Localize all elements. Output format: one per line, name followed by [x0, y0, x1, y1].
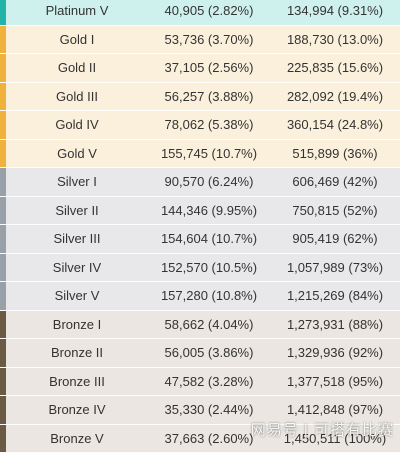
rank-name-cell: Bronze IV — [6, 402, 148, 417]
player-count-cell: 154,604 (10.7%) — [148, 231, 270, 246]
cumulative-count-cell: 1,450,511 (100%) — [270, 431, 400, 446]
cumulative-count-cell: 225,835 (15.6%) — [270, 60, 400, 75]
rank-name-cell: Gold V — [6, 146, 148, 161]
cumulative-count-cell: 1,377,518 (95%) — [270, 374, 400, 389]
player-count-cell: 58,662 (4.04%) — [148, 317, 270, 332]
cumulative-count-cell: 282,092 (19.4%) — [270, 89, 400, 104]
player-count-cell: 144,346 (9.95%) — [148, 203, 270, 218]
player-count-cell: 56,257 (3.88%) — [148, 89, 270, 104]
player-count-cell: 90,570 (6.24%) — [148, 174, 270, 189]
rank-name-cell: Gold I — [6, 32, 148, 47]
player-count-cell: 56,005 (3.86%) — [148, 345, 270, 360]
cumulative-count-cell: 606,469 (42%) — [270, 174, 400, 189]
cumulative-count-cell: 360,154 (24.8%) — [270, 117, 400, 132]
player-count-cell: 37,105 (2.56%) — [148, 60, 270, 75]
player-count-cell: 40,905 (2.82%) — [148, 3, 270, 18]
cumulative-count-cell: 515,899 (36%) — [270, 146, 400, 161]
cumulative-count-cell: 750,815 (52%) — [270, 203, 400, 218]
player-count-cell: 78,062 (5.38%) — [148, 117, 270, 132]
player-count-cell: 35,330 (2.44%) — [148, 402, 270, 417]
rank-name-cell: Bronze III — [6, 374, 148, 389]
rank-name-cell: Gold II — [6, 60, 148, 75]
cumulative-count-cell: 1,273,931 (88%) — [270, 317, 400, 332]
player-count-cell: 157,280 (10.8%) — [148, 288, 270, 303]
player-count-cell: 152,570 (10.5%) — [148, 260, 270, 275]
rank-name-cell: Bronze I — [6, 317, 148, 332]
cumulative-count-cell: 188,730 (13.0%) — [270, 32, 400, 47]
rank-name-cell: Silver II — [6, 203, 148, 218]
rank-name-cell: Silver I — [6, 174, 148, 189]
rank-name-cell: Bronze V — [6, 431, 148, 446]
cumulative-count-cell: 1,057,989 (73%) — [270, 260, 400, 275]
rank-name-cell: Silver IV — [6, 260, 148, 275]
rank-name-cell: Silver III — [6, 231, 148, 246]
cumulative-count-cell: 1,215,269 (84%) — [270, 288, 400, 303]
player-count-cell: 37,663 (2.60%) — [148, 431, 270, 446]
player-count-cell: 155,745 (10.7%) — [148, 146, 270, 161]
cumulative-count-cell: 1,412,848 (97%) — [270, 402, 400, 417]
rank-name-cell: Gold III — [6, 89, 148, 104]
cumulative-count-cell: 134,994 (9.31%) — [270, 3, 400, 18]
cumulative-count-cell: 905,419 (62%) — [270, 231, 400, 246]
rank-name-cell: Platinum V — [6, 3, 148, 18]
rank-name-cell: Silver V — [6, 288, 148, 303]
player-count-cell: 47,582 (3.28%) — [148, 374, 270, 389]
cumulative-count-cell: 1,329,936 (92%) — [270, 345, 400, 360]
rank-name-cell: Gold IV — [6, 117, 148, 132]
player-count-cell: 53,736 (3.70%) — [148, 32, 270, 47]
rank-name-cell: Bronze II — [6, 345, 148, 360]
